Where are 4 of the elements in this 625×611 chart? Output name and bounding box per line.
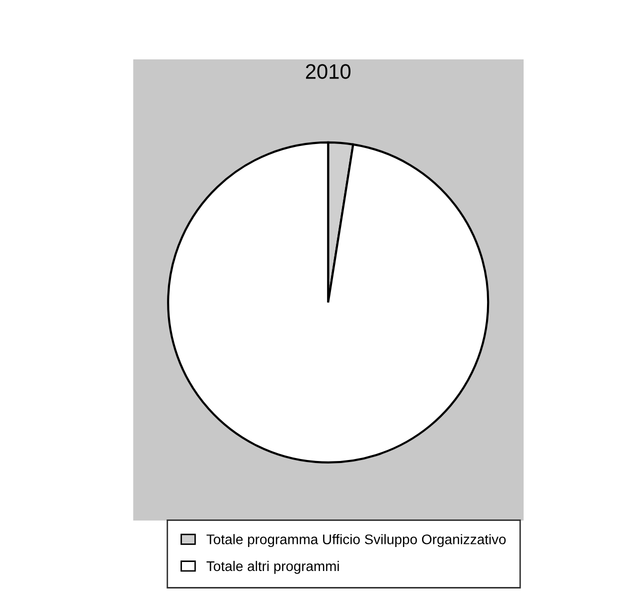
chart-title: 2010 (306, 64, 350, 79)
pie-slice (167, 141, 490, 464)
legend-label: Totale programma Ufficio Sviluppo Organizzativo (206, 534, 506, 548)
legend-label: Totale altri programmi (206, 560, 339, 574)
